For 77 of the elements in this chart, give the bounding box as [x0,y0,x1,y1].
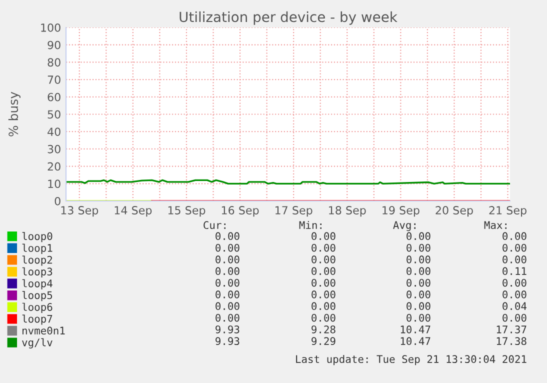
legend-label: vg/lv [22,338,52,348]
text: 0.00 [502,256,526,264]
x-tick-label: 17 Sep [275,206,312,217]
y-tick-label: 70 [48,76,60,84]
y-tick-label: 30 [48,144,60,154]
text: 0.00 [312,302,336,310]
text: Avg: [393,221,416,232]
text: 9.29 [312,337,336,346]
x-tick-label: 20 Sep [436,206,473,217]
text: 0.00 [406,232,430,240]
text: 0.00 [312,314,336,322]
x-tick-label: 21 Sep [489,206,526,217]
text: 0.00 [312,290,336,298]
y-tick-label: 80 [48,58,60,67]
text: 0.00 [216,302,240,310]
text: 0.00 [406,244,430,252]
text: Last update: Tue Sep 21 13:30:04 2021 [296,354,526,366]
text: 0.00 [216,267,240,276]
text: 0.00 [502,244,526,252]
text: 0.00 [312,232,336,240]
x-tick-label: 13 Sep [61,206,98,217]
legend-label: loop7 [22,314,52,325]
y-tick-label: 90 [48,40,60,50]
text: 10.47 [400,326,430,334]
x-tick-label: 15 Sep [168,206,206,217]
legend-label: loop4 [22,279,52,290]
text: 0.00 [406,314,430,322]
y-tick-label: 50 [48,110,60,119]
text: 0.00 [406,267,430,276]
text: 0.04 [502,302,527,310]
y-tick-label: 0 [54,196,60,206]
text: Cur: [204,221,226,230]
text: 9.93 [216,337,240,346]
text: Max: [484,221,506,230]
text: 0.00 [312,256,336,264]
legend-label: loop0 [22,232,52,242]
legend-label: loop5 [22,291,52,302]
legend-label: nvme0n1 [22,326,65,335]
text: 0.00 [502,232,526,240]
text: 9.93 [216,326,240,334]
text: 0.00 [216,314,240,322]
text: 0.00 [216,232,240,240]
text: 0.00 [502,290,526,298]
text: 0.00 [312,278,336,287]
x-tick-label: 19 Sep [382,206,420,217]
x-tick-label: 16 Sep [222,206,259,217]
legend-label: loop2 [22,256,52,266]
text: 0.00 [216,244,240,252]
text: 0.00 [216,290,240,298]
y-axis-title: % busy [8,92,20,136]
y-tick-label: 20 [48,162,60,171]
text: 0.00 [312,244,336,252]
chart-title: Utilization per device - by week [180,11,398,25]
y-tick-label: 10 [48,180,60,188]
text: 0.00 [216,278,240,287]
text: 0.11 [502,267,526,276]
text: Min: [299,220,322,229]
text: 10.47 [400,337,430,346]
text: 0.00 [406,302,430,310]
legend-label: loop1 [22,244,52,254]
text: 0.00 [406,278,430,287]
text: 0.00 [406,290,430,298]
y-tick-label: 60 [48,92,60,102]
y-tick-label: 100 [41,23,60,32]
text: 0.00 [502,314,526,322]
text: 0.00 [502,278,526,287]
x-tick-label: 18 Sep [329,206,366,217]
legend-label: loop6 [22,302,52,313]
x-tick-label: 14 Sep [114,206,152,217]
text: 0.00 [406,256,430,264]
legend-label: loop3 [22,267,52,278]
text: 17.37 [496,326,526,334]
text: 17.38 [496,337,526,346]
text: 0.00 [312,267,336,276]
y-tick-label: 40 [48,128,60,136]
text: 9.28 [312,326,336,334]
text: 0.00 [216,256,240,264]
